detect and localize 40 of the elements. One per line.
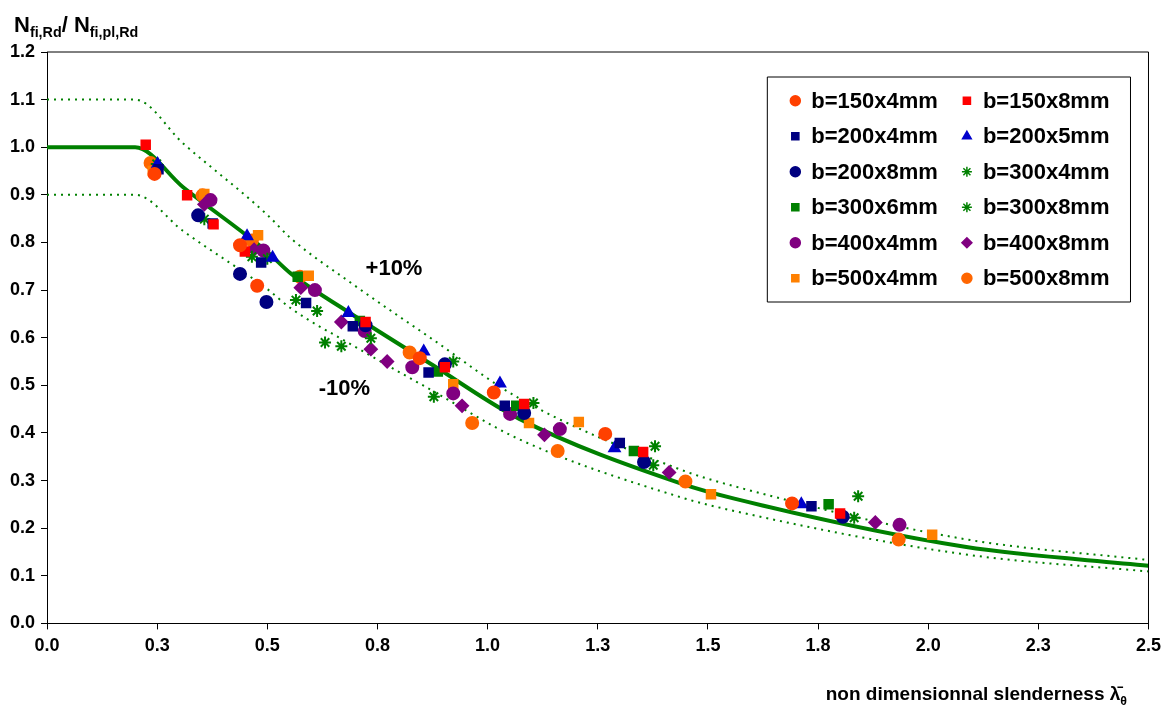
x-tick-label: 0.8 (364, 635, 390, 656)
y-tick-label: 0.2 (9, 517, 36, 538)
x-axis-title: non dimensionnal slenderness λ̄$_{θ}$ (825, 683, 1127, 708)
legend-label: b=300x6mm (811, 194, 938, 220)
y-tick-label: 1.2 (9, 40, 36, 61)
legend-label: b=400x4mm (811, 229, 938, 255)
legend-label: b=150x8mm (982, 87, 1110, 113)
x-tick-label: 1.5 (695, 635, 721, 656)
x-tick-label: 0.0 (34, 635, 60, 656)
annotation: -10% (318, 375, 371, 401)
x-tick-label: 1.3 (585, 635, 611, 656)
y-tick-label: 0.0 (9, 612, 36, 633)
legend-label: b=150x4mm (811, 87, 938, 113)
x-tick-label: 2.3 (1025, 635, 1051, 656)
y-tick-label: 1.1 (9, 88, 36, 109)
y-tick-label: 0.3 (9, 469, 36, 490)
legend-label: b=300x8mm (982, 194, 1110, 220)
legend-label: b=500x8mm (982, 265, 1110, 291)
y-tick-label: 0.6 (9, 326, 36, 347)
x-tick-label: 0.3 (144, 635, 170, 656)
y-tick-label: 0.7 (9, 279, 36, 300)
y-tick-label: 0.8 (9, 231, 36, 252)
legend-label: b=300x4mm (982, 158, 1110, 184)
legend-label: b=400x8mm (982, 229, 1110, 255)
y-tick-label: 1.0 (9, 136, 36, 157)
legend-label: b=500x4mm (811, 265, 938, 291)
y-tick-label: 0.9 (9, 183, 36, 204)
x-tick-label: 0.5 (254, 635, 280, 656)
legend-label: b=200x8mm (811, 158, 938, 184)
y-axis-title: N$_{fi,Rd}$/ N$_{fi,pl,Rd}$ (14, 12, 139, 41)
x-tick-label: 1.0 (475, 635, 501, 656)
x-tick-label: 2.0 (915, 635, 941, 656)
legend-label: b=200x5mm (982, 123, 1110, 149)
x-tick-label: 2.5 (1135, 635, 1161, 656)
y-tick-label: 0.4 (9, 421, 36, 442)
x-tick-label: 1.8 (805, 635, 831, 656)
legend-label: b=200x4mm (811, 123, 938, 149)
annotation: +10% (365, 255, 423, 281)
y-tick-label: 0.1 (9, 564, 36, 585)
y-tick-label: 0.5 (9, 374, 36, 395)
